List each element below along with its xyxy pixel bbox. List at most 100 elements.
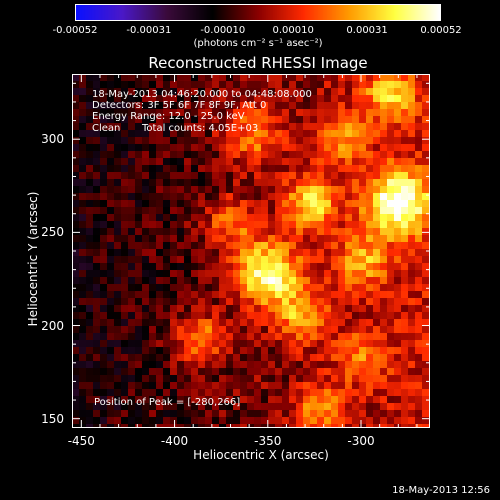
- heatmap-cell: [156, 284, 164, 292]
- heatmap-cell: [128, 214, 136, 222]
- heatmap-cell: [100, 130, 108, 138]
- heatmap-cell: [359, 186, 367, 194]
- heatmap-cell: [289, 235, 297, 243]
- heatmap-cell: [121, 319, 129, 327]
- heatmap-cell: [107, 291, 115, 299]
- heatmap-cell: [247, 389, 255, 397]
- heatmap-cell: [205, 186, 213, 194]
- heatmap-cell: [100, 312, 108, 320]
- heatmap-cell: [198, 298, 206, 306]
- heatmap-cell: [128, 333, 136, 341]
- heatmap-cell: [149, 410, 157, 418]
- heatmap-cell: [303, 207, 311, 215]
- heatmap-cell: [310, 88, 318, 96]
- heatmap-cell: [415, 200, 423, 208]
- heatmap-cell: [226, 88, 234, 96]
- heatmap-cell: [373, 333, 381, 341]
- heatmap-cell: [79, 242, 87, 250]
- heatmap-cell: [247, 396, 255, 404]
- heatmap-cell: [345, 109, 353, 117]
- heatmap-cell: [240, 235, 248, 243]
- heatmap-cell: [149, 172, 157, 180]
- heatmap-cell: [93, 368, 101, 376]
- heatmap-cell: [296, 326, 304, 334]
- heatmap-cell: [156, 417, 164, 425]
- heatmap-cell: [366, 319, 374, 327]
- heatmap-cell: [401, 340, 409, 348]
- heatmap-cell: [233, 179, 241, 187]
- heatmap-cell: [72, 200, 80, 208]
- heatmap-cell: [289, 298, 297, 306]
- heatmap-cell: [135, 249, 143, 257]
- heatmap-cell: [142, 368, 150, 376]
- heatmap-cell: [345, 403, 353, 411]
- heatmap-cell: [170, 158, 178, 166]
- heatmap-cell: [352, 277, 360, 285]
- heatmap-cell: [317, 417, 325, 425]
- heatmap-cell: [233, 270, 241, 278]
- heatmap-cell: [163, 396, 171, 404]
- heatmap-cell: [310, 249, 318, 257]
- heatmap-cell: [163, 263, 171, 271]
- heatmap-cell: [317, 333, 325, 341]
- heatmap-cell: [359, 319, 367, 327]
- heatmap-cell: [387, 249, 395, 257]
- annotation-peak: Position of Peak = [-280,266]: [94, 397, 240, 408]
- heatmap-cell: [93, 305, 101, 313]
- heatmap-cell: [72, 137, 80, 145]
- heatmap-cell: [422, 228, 430, 236]
- heatmap-cell: [415, 410, 423, 418]
- heatmap-cell: [331, 228, 339, 236]
- heatmap-cell: [177, 81, 185, 89]
- heatmap-cell: [72, 305, 80, 313]
- heatmap-cell: [240, 361, 248, 369]
- heatmap-cell: [170, 354, 178, 362]
- heatmap-cell: [79, 137, 87, 145]
- heatmap-cell: [100, 207, 108, 215]
- heatmap-cell: [317, 305, 325, 313]
- heatmap-cell: [163, 382, 171, 390]
- heatmap-cell: [177, 95, 185, 103]
- heatmap-cell: [415, 221, 423, 229]
- heatmap-cell: [191, 179, 199, 187]
- heatmap-cell: [408, 368, 416, 376]
- heatmap-cell: [86, 403, 94, 411]
- heatmap-cell: [422, 375, 430, 383]
- heatmap-cell: [380, 137, 388, 145]
- heatmap-cell: [310, 179, 318, 187]
- heatmap-cell: [380, 200, 388, 208]
- heatmap-cell: [240, 375, 248, 383]
- heatmap-cell: [86, 109, 94, 117]
- heatmap-cell: [268, 291, 276, 299]
- heatmap-cell: [324, 368, 332, 376]
- heatmap-cell: [275, 326, 283, 334]
- heatmap-cell: [387, 144, 395, 152]
- heatmap-cell: [177, 326, 185, 334]
- heatmap-cell: [163, 361, 171, 369]
- heatmap-cell: [86, 151, 94, 159]
- heatmap-cell: [177, 144, 185, 152]
- heatmap-cell: [324, 151, 332, 159]
- heatmap-cell: [303, 88, 311, 96]
- heatmap-cell: [394, 221, 402, 229]
- heatmap-cell: [303, 312, 311, 320]
- heatmap-cell: [156, 263, 164, 271]
- heatmap-cell: [366, 165, 374, 173]
- heatmap-cell: [79, 403, 87, 411]
- heatmap-cell: [86, 298, 94, 306]
- heatmap-cell: [212, 165, 220, 173]
- heatmap-cell: [401, 410, 409, 418]
- heatmap-cell: [254, 340, 262, 348]
- heatmap-cell: [226, 410, 234, 418]
- heatmap-cell: [226, 228, 234, 236]
- heatmap-cell: [366, 347, 374, 355]
- heatmap-cell: [345, 144, 353, 152]
- heatmap-cell: [282, 340, 290, 348]
- heatmap-cell: [100, 88, 108, 96]
- heatmap-cell: [310, 256, 318, 264]
- heatmap-cell: [86, 284, 94, 292]
- heatmap-cell: [142, 417, 150, 425]
- heatmap-cell: [198, 116, 206, 124]
- heatmap-cell: [247, 193, 255, 201]
- heatmap-cell: [408, 116, 416, 124]
